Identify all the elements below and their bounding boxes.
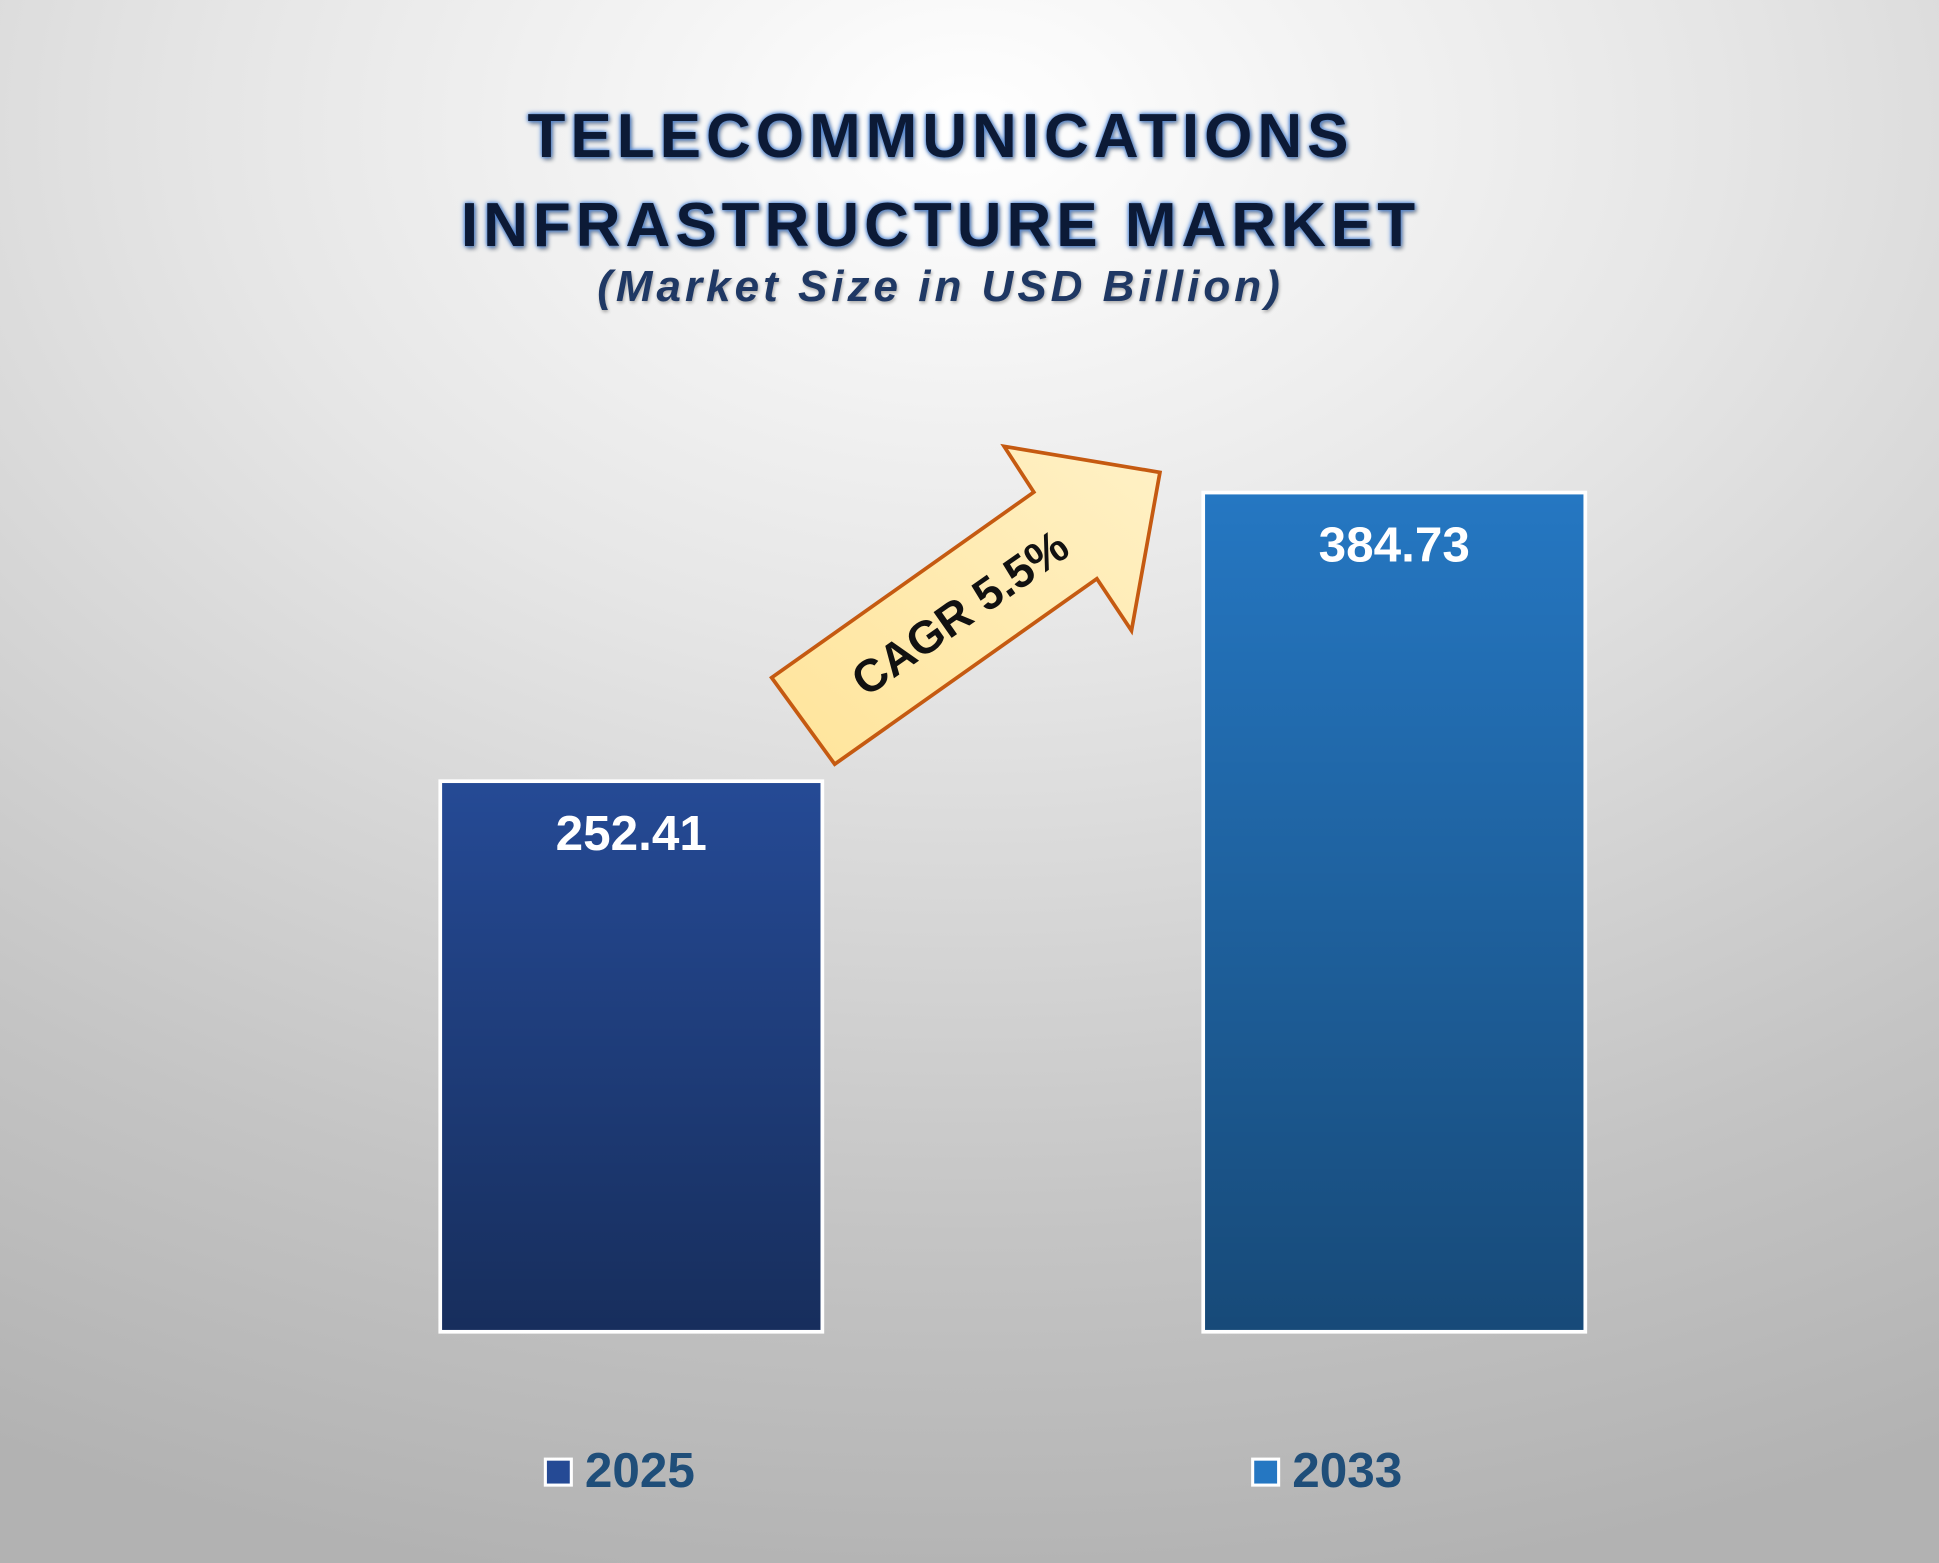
legend-swatch	[543, 1457, 573, 1487]
cagr-arrow	[769, 443, 1163, 767]
legend-swatch	[1251, 1457, 1281, 1487]
value-label: 384.73	[1319, 517, 1470, 572]
chart-subtitle: (Market Size in USD Billion)	[597, 262, 1284, 311]
value-label: 252.41	[556, 806, 707, 861]
legend-label: 2033	[1292, 1443, 1402, 1498]
bar-shade	[1205, 494, 1584, 1330]
chart-title: TELECOMMUNICATIONS INFRASTRUCTURE MARKET	[460, 102, 1421, 260]
bar-shade	[442, 783, 821, 1330]
legend-label: 2025	[585, 1443, 695, 1498]
